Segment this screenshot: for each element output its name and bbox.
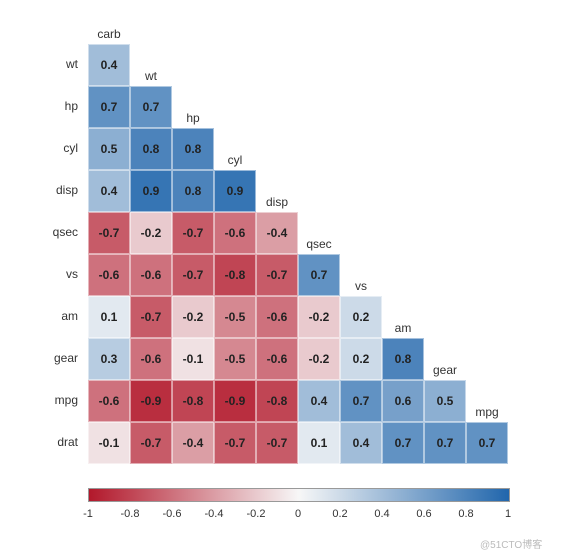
- heatmap-cell: -0.1: [88, 422, 130, 464]
- heatmap-cell: 0.8: [172, 170, 214, 212]
- diag-label: qsec: [298, 237, 340, 251]
- heatmap-cell: 0.9: [130, 170, 172, 212]
- row-label: gear: [0, 351, 78, 365]
- watermark: @51CTO博客: [480, 536, 542, 551]
- heatmap-cell: 0.7: [298, 254, 340, 296]
- heatmap-cell: -0.2: [298, 338, 340, 380]
- heatmap-cell: -0.7: [88, 212, 130, 254]
- heatmap-cell: -0.4: [172, 422, 214, 464]
- row-label: vs: [0, 267, 78, 281]
- heatmap-cell: -0.7: [214, 422, 256, 464]
- heatmap-cell: -0.6: [130, 254, 172, 296]
- colorbar-tick: -0.2: [241, 508, 271, 520]
- heatmap-cell: -0.2: [298, 296, 340, 338]
- colorbar-tick: 0.6: [409, 508, 439, 520]
- heatmap-cell: 0.4: [298, 380, 340, 422]
- heatmap-cell: -0.6: [88, 380, 130, 422]
- colorbar-tick: -0.4: [199, 508, 229, 520]
- row-label: cyl: [0, 141, 78, 155]
- heatmap-cell: -0.4: [256, 212, 298, 254]
- heatmap-cell: -0.6: [130, 338, 172, 380]
- row-label: drat: [0, 435, 78, 449]
- heatmap-cell: 0.2: [340, 338, 382, 380]
- heatmap-cell: -0.8: [256, 380, 298, 422]
- heatmap-cell: 0.7: [340, 380, 382, 422]
- heatmap-cell: -0.5: [214, 296, 256, 338]
- row-label: wt: [0, 57, 78, 71]
- heatmap-cell: -0.6: [214, 212, 256, 254]
- heatmap-cell: 0.2: [340, 296, 382, 338]
- diag-label: wt: [130, 69, 172, 83]
- heatmap-cell: 0.7: [424, 422, 466, 464]
- diag-label: disp: [256, 195, 298, 209]
- heatmap-cell: -0.7: [172, 212, 214, 254]
- heatmap-cell: 0.6: [382, 380, 424, 422]
- diag-label: vs: [340, 279, 382, 293]
- heatmap-cell: 0.8: [382, 338, 424, 380]
- heatmap-cell: 0.7: [88, 86, 130, 128]
- heatmap-cell: 0.4: [340, 422, 382, 464]
- row-label: mpg: [0, 393, 78, 407]
- heatmap-cell: -0.9: [130, 380, 172, 422]
- heatmap-cell: 0.8: [172, 128, 214, 170]
- heatmap-cell: -0.7: [130, 422, 172, 464]
- heatmap-cell: -0.2: [172, 296, 214, 338]
- colorbar-tick: -0.8: [115, 508, 145, 520]
- heatmap-cell: 0.3: [88, 338, 130, 380]
- colorbar-tick: 0: [283, 508, 313, 520]
- heatmap-cell: -0.8: [172, 380, 214, 422]
- heatmap-cell: -0.7: [256, 254, 298, 296]
- heatmap-cell: 0.4: [88, 170, 130, 212]
- diag-label: carb: [88, 27, 130, 41]
- heatmap-cell: -0.7: [172, 254, 214, 296]
- row-label: am: [0, 309, 78, 323]
- heatmap-cell: -0.6: [256, 338, 298, 380]
- heatmap-cell: -0.1: [172, 338, 214, 380]
- colorbar-tick: -1: [73, 508, 103, 520]
- heatmap-cell: 0.5: [88, 128, 130, 170]
- heatmap-cell: -0.6: [88, 254, 130, 296]
- heatmap-cell: -0.9: [214, 380, 256, 422]
- heatmap-cell: -0.7: [256, 422, 298, 464]
- row-label: hp: [0, 99, 78, 113]
- diag-label: gear: [424, 363, 466, 377]
- diag-label: mpg: [466, 405, 508, 419]
- diag-label: cyl: [214, 153, 256, 167]
- heatmap-cell: 0.5: [424, 380, 466, 422]
- diag-label: am: [382, 321, 424, 335]
- colorbar-tick: 0.8: [451, 508, 481, 520]
- heatmap-cell: -0.8: [214, 254, 256, 296]
- heatmap-cell: -0.5: [214, 338, 256, 380]
- heatmap-cell: 0.9: [214, 170, 256, 212]
- heatmap-cell: 0.7: [382, 422, 424, 464]
- diag-label: hp: [172, 111, 214, 125]
- heatmap-cell: -0.2: [130, 212, 172, 254]
- row-label: disp: [0, 183, 78, 197]
- colorbar-tick: -0.6: [157, 508, 187, 520]
- heatmap-cell: 0.8: [130, 128, 172, 170]
- heatmap-cell: 0.4: [88, 44, 130, 86]
- colorbar-tick: 1: [493, 508, 523, 520]
- row-label: qsec: [0, 225, 78, 239]
- colorbar-tick: 0.2: [325, 508, 355, 520]
- heatmap-cell: 0.7: [130, 86, 172, 128]
- colorbar: [88, 488, 510, 502]
- heatmap-cell: 0.1: [298, 422, 340, 464]
- heatmap-cell: 0.7: [466, 422, 508, 464]
- heatmap-cell: -0.6: [256, 296, 298, 338]
- colorbar-tick: 0.4: [367, 508, 397, 520]
- heatmap-cell: -0.7: [130, 296, 172, 338]
- heatmap-cell: 0.1: [88, 296, 130, 338]
